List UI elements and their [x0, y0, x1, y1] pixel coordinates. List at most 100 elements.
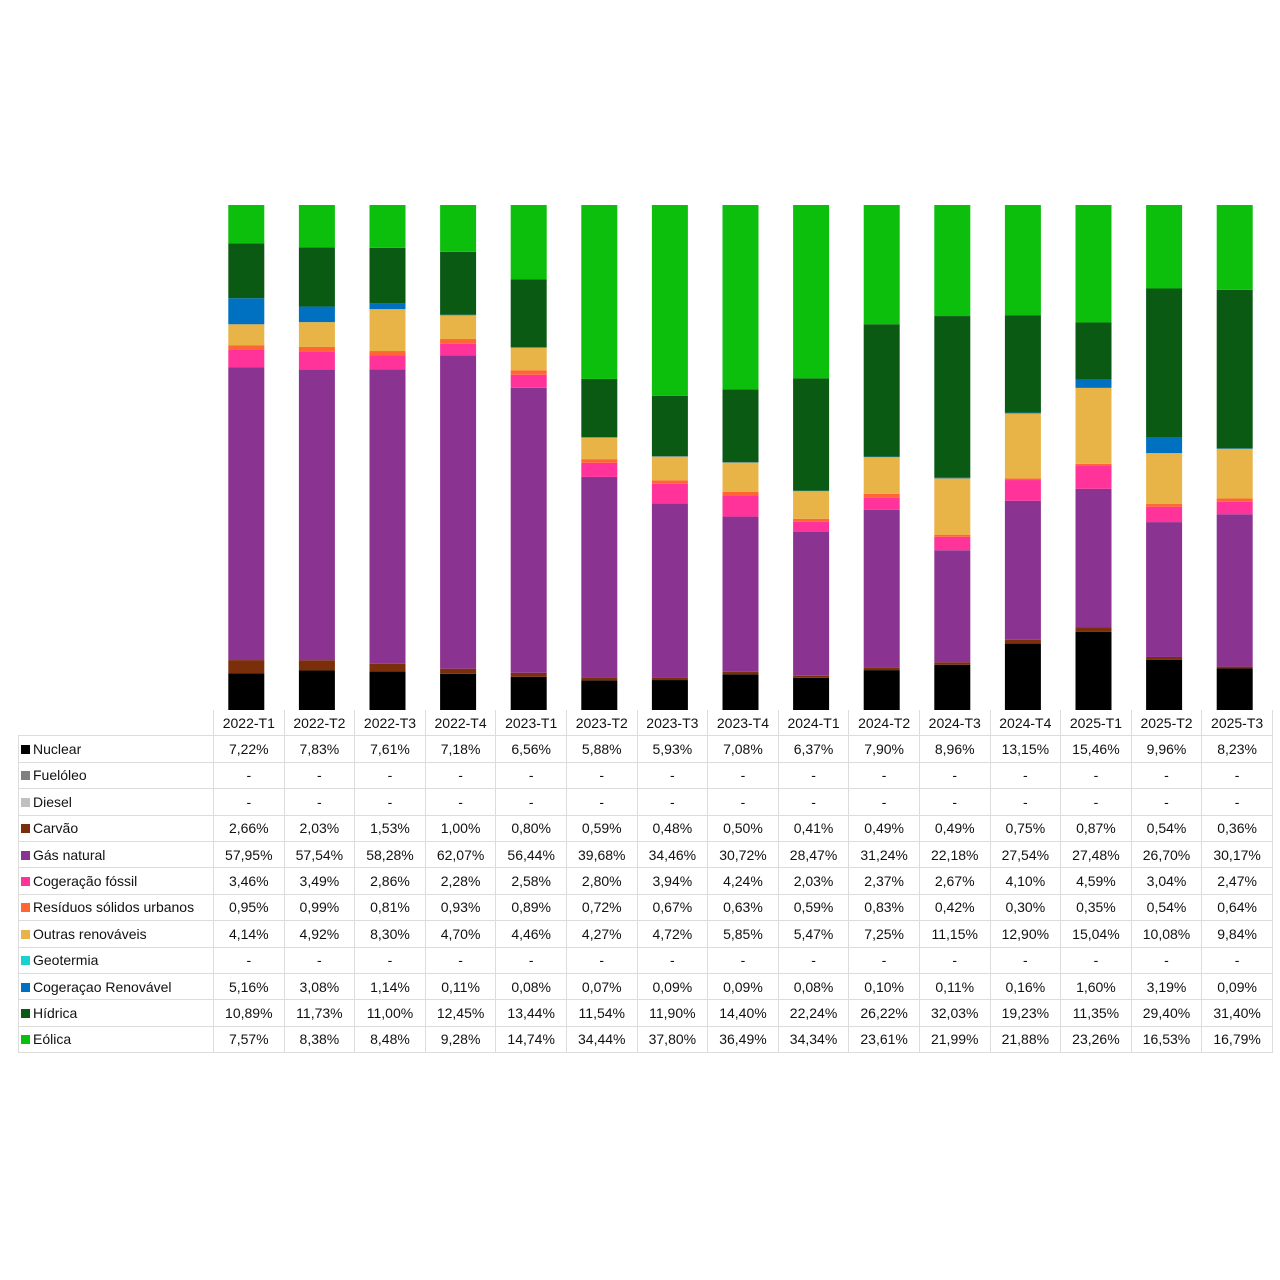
data-label: 0,09%	[1201, 972, 1273, 1001]
bar-segment-cogeração-fóssil-2024-T1	[793, 521, 830, 532]
data-label: -	[1130, 761, 1203, 790]
category-label: 2024-T3	[918, 710, 991, 737]
series-name: Diesel	[33, 793, 72, 810]
bar-segment-hídrica-2025-T2	[1146, 288, 1183, 437]
data-label: 4,24%	[707, 867, 779, 895]
legend-entry: Outras renováveis	[18, 920, 214, 948]
bar-segment-resíduos-sólidos-urbanos-2025-T1	[1075, 463, 1112, 466]
legend-swatch-icon	[21, 877, 30, 887]
data-label: 4,70%	[424, 920, 497, 948]
bar-segment-outras-renováveis-2023-T2	[581, 437, 618, 460]
data-label: -	[213, 788, 285, 816]
bar-segment-nuclear-2023-T3	[651, 680, 688, 710]
bar-segment-carvão-2025-T3	[1216, 666, 1253, 669]
data-label: -	[848, 761, 920, 790]
data-label: 30,72%	[707, 840, 779, 869]
data-label: 2,37%	[848, 867, 920, 895]
bar-segment-cogeração-fóssil-2023-T4	[722, 495, 759, 517]
bar-segment-nuclear-2022-T1	[228, 673, 265, 710]
table-row: Resíduos sólidos urbanos 0,95% 0,99% 0,81% 0…	[18, 893, 1273, 922]
data-label: -	[636, 761, 709, 790]
data-label: 3,19%	[1130, 972, 1203, 1001]
table-corner	[19, 710, 214, 736]
data-label: -	[424, 761, 497, 790]
table-row: Cogeração fóssil 3,46% 3,49% 2,86% 2,28% 2,58…	[18, 867, 1273, 895]
legend-entry: Fuelóleo	[18, 761, 214, 790]
bar-segment-hídrica-2022-T3	[369, 247, 406, 304]
data-label: 21,99%	[918, 1025, 991, 1054]
data-label: -	[636, 946, 709, 974]
bar-segment-carvão-2024-T1	[793, 675, 830, 678]
data-label: -	[848, 788, 920, 816]
data-label: 7,08%	[707, 735, 779, 763]
data-label: 16,53%	[1130, 1025, 1203, 1054]
data-label: 2,03%	[777, 867, 850, 895]
legend-swatch-icon	[21, 1008, 30, 1018]
data-label: 4,10%	[989, 867, 1062, 895]
table-row: Geotermia - - - - - - - - - - - - - - -	[18, 946, 1273, 974]
data-label: -	[1201, 788, 1273, 816]
bar-segment-gás-natural-2024-T3	[934, 550, 971, 663]
bar-segment-outras-renováveis-2023-T3	[651, 456, 688, 481]
data-label: -	[495, 761, 567, 790]
data-label: 3,46%	[213, 867, 285, 895]
bar-segment-hídrica-2022-T2	[298, 247, 335, 307]
category-label: 2025-T3	[1201, 710, 1273, 737]
data-label: 9,28%	[424, 1025, 497, 1054]
legend-entry: Hídrica	[18, 999, 214, 1027]
bar-segment-resíduos-sólidos-urbanos-2024-T3	[934, 534, 971, 537]
data-label: -	[989, 946, 1062, 974]
bar-segment-hídrica-2022-T4	[440, 251, 477, 315]
data-label: 0,54%	[1130, 814, 1203, 842]
bar-segment-cogeraçao-renovável-2022-T4	[440, 314, 477, 316]
data-label: 23,26%	[1060, 1025, 1132, 1054]
data-label: 1,60%	[1060, 972, 1132, 1001]
bar-segment-cogeraçao-renovável-2025-T2	[1146, 436, 1183, 454]
bar-segment-cogeração-fóssil-2022-T3	[369, 355, 406, 370]
series-name: Outras renováveis	[33, 925, 147, 942]
data-label: 0,42%	[918, 893, 991, 922]
data-label: -	[989, 761, 1062, 790]
series-name: Fuelóleo	[33, 767, 87, 784]
data-label: 30,17%	[1201, 840, 1273, 869]
bar-segment-outras-renováveis-2025-T1	[1075, 387, 1112, 464]
bar-segment-eólica-2022-T2	[298, 205, 335, 248]
bar-segment-eólica-2023-T1	[510, 205, 547, 280]
series-name: Carvão	[33, 820, 79, 837]
data-label: 2,28%	[424, 867, 497, 895]
data-label: -	[777, 761, 850, 790]
data-label: 8,38%	[283, 1025, 356, 1054]
bar-segment-outras-renováveis-2025-T2	[1146, 453, 1183, 505]
legend-entry: Diesel	[18, 788, 214, 816]
data-label: 27,48%	[1060, 840, 1132, 869]
data-label: -	[354, 761, 426, 790]
data-label: -	[1060, 946, 1132, 974]
data-label: 3,04%	[1130, 867, 1203, 895]
bar-segment-carvão-2022-T1	[228, 660, 265, 674]
data-label: -	[495, 946, 567, 974]
bar-segment-nuclear-2023-T2	[581, 680, 618, 710]
data-label: 9,96%	[1130, 735, 1203, 763]
data-label: 21,88%	[989, 1025, 1062, 1054]
data-label: -	[707, 788, 779, 816]
data-label: 23,61%	[848, 1025, 920, 1054]
data-label: 0,59%	[777, 893, 850, 922]
legend-entry: Gás natural	[18, 840, 214, 869]
data-label: 9,84%	[1201, 920, 1273, 948]
bar-segment-eólica-2025-T3	[1216, 205, 1253, 290]
category-label: 2025-T1	[1060, 710, 1132, 737]
data-label: 0,48%	[636, 814, 709, 842]
bar-segment-eólica-2023-T3	[651, 205, 688, 396]
bar-segment-outras-renováveis-2023-T4	[722, 462, 759, 492]
legend-entry: Cogeração fóssil	[18, 867, 214, 895]
data-label: 2,47%	[1201, 867, 1273, 895]
series-name: Resíduos sólidos urbanos	[33, 899, 195, 916]
bar-segment-outras-renováveis-2022-T4	[440, 315, 477, 340]
data-label: -	[495, 788, 567, 816]
data-label: -	[565, 946, 638, 974]
data-label: 5,88%	[565, 735, 638, 763]
legend-entry: Nuclear	[18, 735, 214, 763]
bar-segment-cogeração-fóssil-2023-T2	[581, 462, 618, 477]
series-name: Eólica	[33, 1031, 72, 1048]
data-label: 0,80%	[495, 814, 567, 842]
